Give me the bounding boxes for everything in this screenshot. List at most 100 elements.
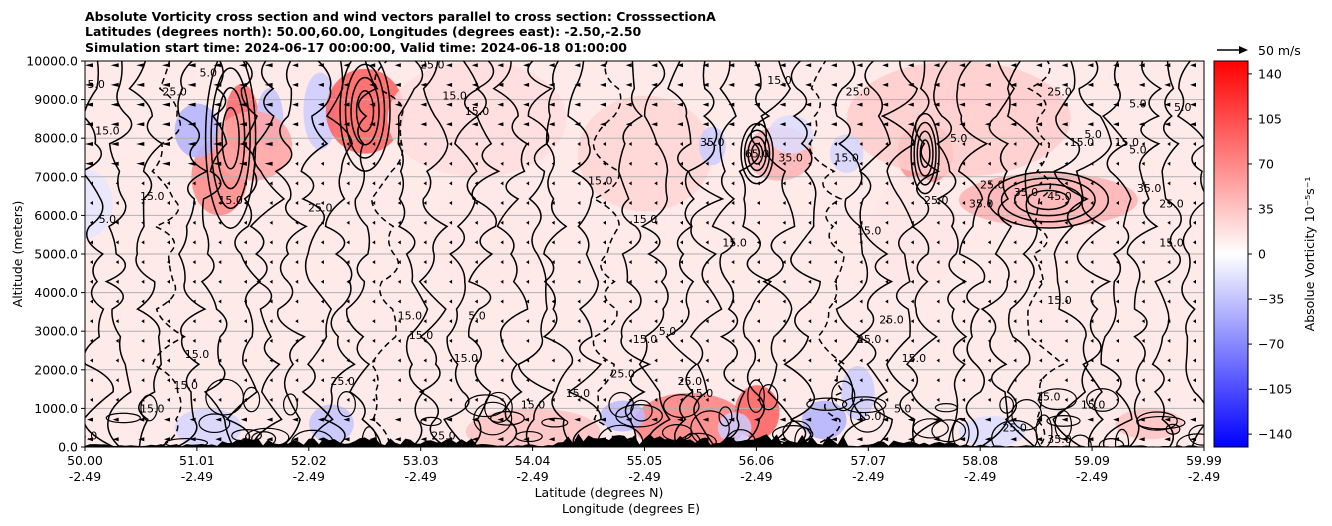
wind-arrow xyxy=(628,299,632,304)
contour-label: 5.0 xyxy=(1129,97,1147,110)
wind-arrow xyxy=(833,201,837,205)
wind-arrow xyxy=(551,378,555,383)
contour-line xyxy=(323,61,356,447)
wind-arrow xyxy=(577,142,581,146)
wind-arrow xyxy=(882,102,889,107)
contour-line xyxy=(912,418,949,439)
wind-arrow xyxy=(423,338,427,343)
wind-arrow xyxy=(551,181,555,186)
vorticity-anomaly xyxy=(801,400,847,440)
wind-arrow xyxy=(1064,378,1068,383)
y-tick-label: 7000.0 xyxy=(34,169,78,184)
wind-arrow xyxy=(1193,358,1196,363)
wind-arrow xyxy=(320,358,324,363)
wind-arrow xyxy=(446,122,453,127)
wind-arrow xyxy=(1138,82,1145,87)
wind-arrow xyxy=(600,417,606,422)
wind-arrow xyxy=(756,319,760,324)
wind-arrow xyxy=(808,378,812,383)
wind-arrow xyxy=(1164,102,1171,107)
wind-arrow xyxy=(115,378,119,383)
wind-arrow xyxy=(1167,220,1171,225)
wind-arrow xyxy=(397,279,401,284)
wind-arrow xyxy=(264,63,273,68)
wind-arrow xyxy=(1141,260,1145,265)
wind-arrow xyxy=(500,378,504,383)
wind-arrow xyxy=(320,240,324,245)
wind-arrow xyxy=(885,338,889,343)
y-tick-label: 9000.0 xyxy=(34,92,78,107)
wind-arrow xyxy=(1090,260,1094,265)
wind-arrow xyxy=(677,63,683,68)
wind-arrow xyxy=(164,437,170,442)
wind-arrow xyxy=(90,201,93,205)
x-tick-label-lat: 51.01 xyxy=(179,453,215,468)
contour-line xyxy=(916,130,934,177)
wind-arrow xyxy=(1013,397,1017,402)
wind-arrow xyxy=(449,378,453,383)
terrain xyxy=(85,433,1204,447)
wind-arrow xyxy=(526,279,530,284)
contour-label: 5.0 xyxy=(199,66,217,79)
contour-label: 5.0 xyxy=(1084,128,1102,141)
wind-arrow xyxy=(753,122,760,127)
wind-arrow xyxy=(628,142,632,146)
wind-arrow xyxy=(1013,240,1017,245)
wind-arrow xyxy=(1167,161,1171,166)
x-tick-label-lon: -2.49 xyxy=(516,469,548,484)
contour-line xyxy=(128,61,164,447)
wind-arrow xyxy=(372,397,376,402)
wind-arrow xyxy=(705,260,709,265)
wind-arrow xyxy=(753,82,760,87)
contour-label: 35.0 xyxy=(969,198,994,211)
wind-arrow xyxy=(1193,299,1196,304)
wind-arrow xyxy=(1164,417,1171,422)
wind-arrow xyxy=(1141,319,1145,324)
vorticity-anomaly xyxy=(698,126,726,166)
wind-arrow xyxy=(369,122,376,127)
wind-arrow xyxy=(651,122,658,127)
wind-arrow xyxy=(910,397,914,402)
wind-arrow xyxy=(859,299,863,304)
wind-arrow xyxy=(269,378,273,383)
wind-arrow xyxy=(141,201,145,205)
wind-arrow xyxy=(808,240,812,245)
wind-arrow xyxy=(423,260,427,265)
wind-arrow xyxy=(449,201,453,205)
wind-arrow xyxy=(1141,378,1145,383)
wind-arrow xyxy=(756,181,760,186)
y-tick-label: 3000.0 xyxy=(34,324,78,339)
vorticity-anomaly xyxy=(309,404,354,444)
terrain-profile xyxy=(85,433,1204,447)
wind-arrow xyxy=(987,240,991,245)
contour-label: 25.0 xyxy=(879,313,904,326)
wind-arrow xyxy=(856,437,863,442)
contour-label: 25.0 xyxy=(857,333,882,346)
wind-arrow xyxy=(987,338,991,343)
wind-arrow xyxy=(1116,279,1119,284)
vorticity-anomaly xyxy=(303,72,338,150)
wind-arrow xyxy=(859,201,863,205)
contour-line xyxy=(164,437,209,447)
wind-arrow xyxy=(369,102,376,107)
wind-arrow xyxy=(603,142,606,146)
contour-label: 15.0 xyxy=(857,410,882,423)
wind-arrow xyxy=(394,437,401,442)
wind-arrow xyxy=(218,338,222,343)
wind-arrow xyxy=(833,378,837,383)
wind-arrow xyxy=(167,181,170,186)
wind-arrow xyxy=(1113,82,1119,87)
wind-arrow xyxy=(162,161,170,166)
wind-arrow xyxy=(110,102,119,107)
wind-arrow xyxy=(369,63,376,68)
wind-arrow xyxy=(474,319,478,324)
wind-arrow xyxy=(577,279,581,284)
y-tick-label: 8000.0 xyxy=(34,131,78,146)
contour-line xyxy=(831,380,856,412)
wind-arrow xyxy=(372,378,376,383)
wind-arrow xyxy=(346,240,350,245)
wind-arrow xyxy=(933,82,940,87)
y-axis-label: Altitude (meters) xyxy=(10,201,25,308)
y-tick-label: 0.0 xyxy=(58,440,78,455)
wind-arrow xyxy=(705,201,709,205)
